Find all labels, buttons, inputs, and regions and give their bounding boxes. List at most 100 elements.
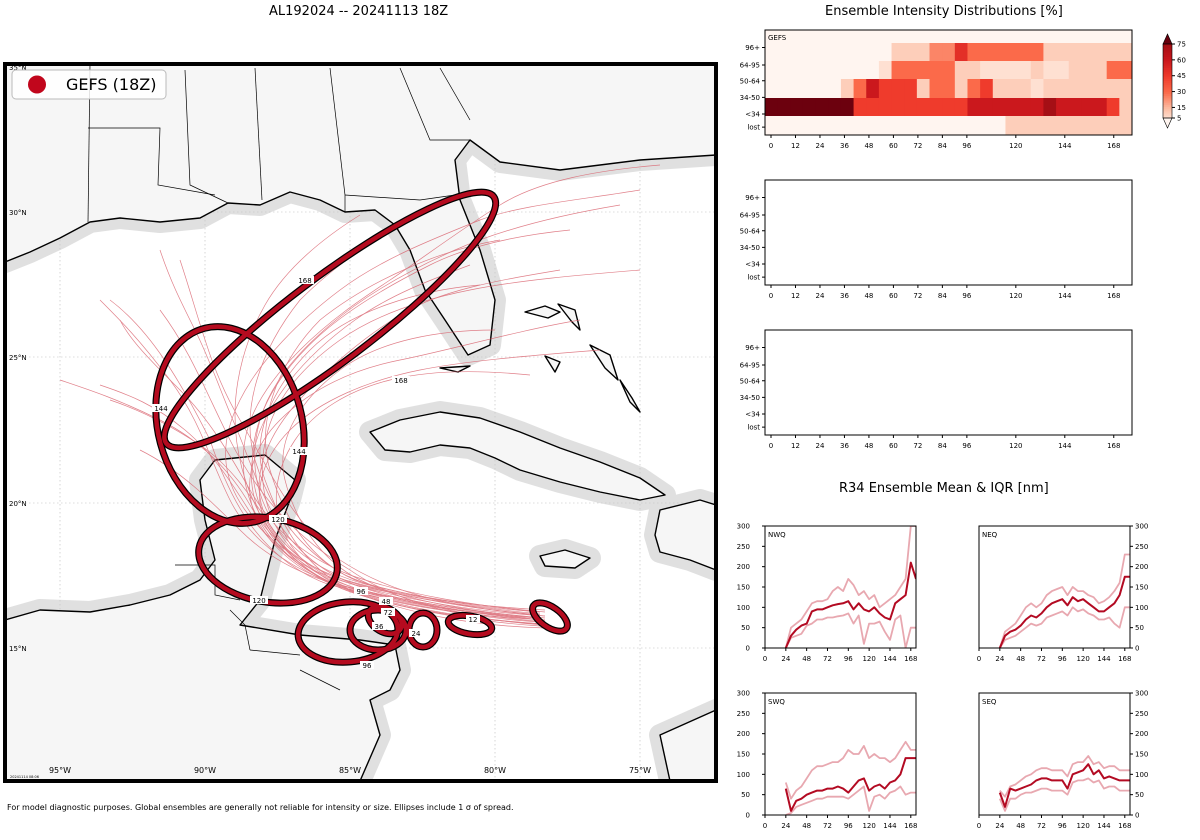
- x-tick-label: 48: [802, 655, 811, 663]
- colorbar-segment: [1163, 79, 1172, 82]
- colorbar-tick-label: 15: [1177, 104, 1186, 112]
- r34-lines: [998, 755, 1130, 812]
- heat-cell: [1119, 79, 1133, 98]
- heat-cell: [916, 30, 931, 43]
- ellipse-label-120-west: 120: [250, 596, 268, 605]
- colorbar-segment: [1163, 77, 1172, 80]
- x-tick-label: 120: [1009, 142, 1022, 150]
- heat-cell: [1119, 61, 1133, 79]
- heat-cell: [1081, 30, 1095, 43]
- y-tick-label: 0: [1135, 645, 1139, 653]
- heat-cell: [1081, 79, 1095, 98]
- heat-cell: [904, 79, 918, 98]
- heat-cell: [992, 98, 1006, 116]
- map-frame: [3, 62, 718, 783]
- colorbar-segment: [1163, 62, 1172, 65]
- heat-cell: [1018, 61, 1032, 79]
- intensity-panel-1: GEFS 96+ 64-95 50-64 34-50 <34 lost 0 12 24 36 48 60…: [740, 29, 1133, 150]
- heat-cell: [967, 98, 981, 116]
- x-tick-label: 24: [781, 655, 790, 663]
- heat-cell: [980, 43, 994, 61]
- y-tick-label: 50-64: [740, 77, 761, 85]
- y-tick-label: 250: [737, 543, 750, 551]
- colorbar-segment: [1163, 60, 1172, 63]
- heat-cell: [802, 30, 817, 43]
- colorbar-segment: [1163, 84, 1172, 88]
- heat-cell: [929, 30, 943, 43]
- colorbar-segment: [1163, 103, 1172, 106]
- heat-cell: [891, 43, 905, 61]
- heat-cell: [790, 43, 804, 61]
- colorbar-segment: [1163, 81, 1172, 84]
- colorbar-segment: [1163, 116, 1172, 119]
- x-tick-label: 24: [995, 822, 1004, 830]
- x-tick-label: 72: [913, 442, 922, 450]
- x-tick-label: 168: [1118, 822, 1131, 830]
- x-tick-label: 60: [889, 142, 898, 150]
- heat-cell: [815, 30, 829, 43]
- x-tick-label: 84: [938, 142, 947, 150]
- colorbar-frame: [1162, 43, 1173, 119]
- heat-cell: [1106, 98, 1120, 116]
- map-legend: GEFS (18Z): [11, 69, 167, 100]
- heat-cell: [1094, 79, 1108, 98]
- heat-cell: [828, 61, 842, 79]
- heat-cell: [1005, 30, 1019, 43]
- heat-cell: [929, 98, 943, 116]
- colorbar-segment: [1163, 69, 1172, 73]
- svg-text:144: 144: [154, 405, 168, 413]
- x-tick-label: 0: [769, 292, 773, 300]
- colorbar-segment: [1163, 73, 1172, 76]
- heat-cell: [1094, 116, 1108, 135]
- svg-text:72: 72: [384, 609, 393, 617]
- colorbar-segment: [1163, 53, 1172, 56]
- x-tick-label: 144: [883, 822, 897, 830]
- colorbar-segment: [1163, 93, 1172, 97]
- heat-cell: [967, 43, 981, 61]
- x-tick-label: 72: [1037, 655, 1046, 663]
- colorbar-segment: [1163, 88, 1172, 91]
- quadrant-label: SEQ: [982, 698, 997, 706]
- x-tick-label: 36: [840, 442, 849, 450]
- x-tick-label: 168: [1107, 442, 1120, 450]
- y-tick-label: 96+: [745, 344, 760, 352]
- uncertainty-ellipses: [152, 188, 571, 666]
- map-title: AL192024 -- 20241113 18Z: [269, 4, 449, 19]
- heat-cell: [866, 79, 880, 98]
- intensity-title: Ensemble Intensity Distributions [%]: [825, 4, 1063, 19]
- heat-cell: [1005, 43, 1019, 61]
- heat-cell: [942, 61, 956, 79]
- x-tick-label: 96: [962, 292, 971, 300]
- colorbar-segment: [1163, 110, 1172, 113]
- colorbar-tick-label: 30: [1177, 88, 1186, 96]
- heat-cell: [765, 43, 779, 61]
- y-tick-label: 150: [737, 584, 750, 592]
- heat-cell: [891, 116, 905, 135]
- x-tick-label: 168: [904, 822, 917, 830]
- x-tick-label: 72: [1037, 822, 1046, 830]
- heat-cell: [1043, 79, 1057, 98]
- x-tick-label: 48: [864, 442, 873, 450]
- y-tick-label: 300: [737, 523, 750, 531]
- x-tick-label: 168: [1107, 292, 1120, 300]
- heat-cell: [954, 98, 968, 116]
- heat-cell: [1056, 98, 1070, 116]
- y-tick-label: 64-95: [740, 362, 760, 370]
- svg-text:168: 168: [394, 377, 407, 385]
- x-tick-label: 0: [769, 442, 773, 450]
- x-tick-label: 96: [1058, 822, 1067, 830]
- svg-text:96: 96: [357, 588, 366, 596]
- svg-text:120: 120: [252, 597, 265, 605]
- x-tick-label: 120: [1009, 292, 1022, 300]
- heat-cell: [878, 98, 893, 116]
- y-tick-label: 34-50: [740, 94, 760, 102]
- x-tick-label: 120: [862, 655, 875, 663]
- y-tick-label: 100: [1135, 604, 1148, 612]
- heat-cell: [1056, 116, 1070, 135]
- x-tick-label: 96: [1058, 655, 1067, 663]
- heat-cell: [929, 79, 943, 98]
- heat-cell: [904, 61, 918, 79]
- heat-cell: [866, 61, 880, 79]
- heat-cell: [765, 98, 779, 116]
- y-tick-label: 34-50: [740, 394, 760, 402]
